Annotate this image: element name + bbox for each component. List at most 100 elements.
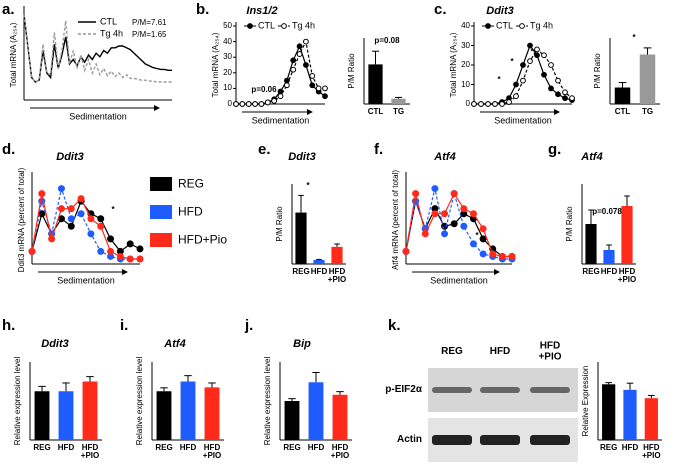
point (233, 101, 239, 107)
y-tick-label: 20 (461, 59, 470, 69)
panel-letter: f. (374, 141, 384, 158)
blot-band (432, 435, 472, 445)
x-tick-label: HFD +PIO (80, 443, 100, 461)
panel-letter: k. (388, 317, 401, 334)
y-axis-label: Total mRNA (A₂₅₄) (8, 22, 18, 88)
x-tick-label: HFD +PIO (327, 267, 347, 285)
y-tick-label: 10 (461, 79, 470, 89)
point (555, 91, 561, 98)
point (67, 222, 75, 230)
legend-label: Tg 4h (100, 28, 124, 39)
chart-title: Atf4 (581, 151, 603, 164)
bar (295, 212, 307, 264)
point (67, 205, 75, 213)
y-tick-label: 50 (223, 20, 232, 30)
point (28, 247, 36, 255)
x-axis-label: Sedimentation (430, 275, 488, 286)
point (441, 210, 449, 218)
panel-letter: i. (120, 317, 129, 334)
point (527, 42, 533, 49)
point (107, 235, 115, 243)
point (322, 93, 328, 100)
point (322, 85, 328, 92)
point (87, 215, 95, 223)
series-line (31, 186, 140, 260)
point (548, 85, 554, 92)
point (303, 38, 309, 45)
point (460, 205, 468, 213)
x-axis-label: Sedimentation (57, 275, 115, 286)
point (309, 82, 316, 89)
y-axis-label: Total mRNA (A₂₅₄) (210, 32, 220, 98)
bar (368, 64, 383, 104)
blot-band (432, 387, 472, 393)
legend-label: CTL (496, 20, 514, 31)
point (534, 52, 540, 59)
legend-label: HFD (178, 204, 203, 219)
point (67, 215, 75, 223)
lane-label: HFD (489, 345, 511, 357)
bar (585, 224, 597, 264)
bar (644, 398, 658, 440)
row-label: Actin (397, 433, 422, 445)
legend-label: Tg 4h (530, 20, 554, 31)
legend-marker (247, 23, 253, 29)
point (548, 62, 554, 68)
point (57, 185, 65, 193)
point (508, 252, 516, 260)
point (569, 95, 575, 102)
bar (82, 381, 98, 440)
y-axis-label: P/M Ratio (274, 206, 284, 242)
annotation: * (497, 74, 501, 84)
legend-label: CTL (100, 16, 118, 27)
point (97, 215, 105, 223)
point (431, 185, 439, 193)
legend-label: Tg 4h (292, 20, 316, 31)
point (87, 230, 95, 238)
panel-letter: a. (2, 1, 15, 18)
point (402, 247, 410, 255)
blot-band (530, 387, 570, 393)
legend-note: P/M=1.65 (132, 29, 167, 39)
legend-label: CTL (258, 20, 276, 31)
point (469, 210, 477, 218)
x-tick-label: HFD +PIO (330, 443, 350, 461)
point (290, 57, 297, 64)
point (116, 252, 124, 260)
arrow-head (554, 109, 560, 115)
annotation: p=0.06 (251, 84, 277, 94)
y-axis-label: P/M Ratio (564, 206, 574, 242)
point (489, 250, 497, 258)
x-tick-label: REG (155, 443, 173, 452)
y-axis-label: Relative Expression (580, 365, 590, 437)
point (277, 93, 284, 100)
point (541, 52, 547, 59)
point (485, 101, 491, 107)
bar (313, 260, 325, 264)
arrow-head (154, 105, 160, 111)
y-tick-label: 0 (227, 98, 232, 108)
point (290, 66, 297, 73)
point (97, 222, 105, 230)
y-tick-label: 40 (223, 36, 232, 46)
point (450, 220, 458, 228)
x-tick-label: TG (392, 107, 405, 116)
annotation: * (306, 180, 310, 190)
point (450, 190, 458, 198)
point (520, 62, 526, 68)
point (245, 101, 252, 107)
row-label: p-EIF2α (385, 383, 422, 395)
bar (621, 206, 633, 264)
bar (284, 401, 300, 440)
y-axis-label: Relative expression level (12, 356, 22, 446)
point (520, 77, 526, 84)
point (252, 101, 258, 107)
lane-label: HFD +PIO (538, 340, 562, 362)
bar (332, 394, 348, 440)
point (421, 230, 429, 238)
x-tick-label: HFD +PIO (642, 443, 661, 461)
bar (204, 387, 220, 440)
point (562, 89, 568, 96)
